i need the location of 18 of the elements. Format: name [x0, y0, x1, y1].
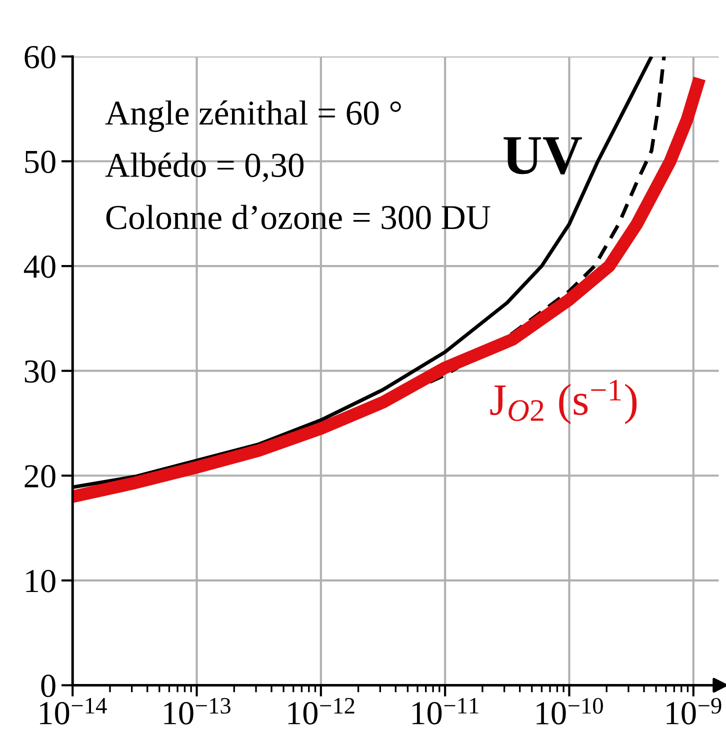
x-tick-label: 10$^{−11}$: [412, 698, 478, 724]
x-tick-label: 10$^{−13}$: [164, 698, 230, 724]
annotation: Albédo = 0,30: [105, 152, 304, 182]
x-tick-label: 10$^{−12}$: [288, 698, 354, 724]
x-tick-label: 10$^{−14}$: [40, 698, 107, 724]
x-tick-label: 10$^{−10}$: [536, 698, 603, 725]
y-tick-label: 0: [41, 674, 56, 698]
annotation: Angle zénithal = 60 °: [105, 100, 401, 132]
y-tick-label: 20: [24, 465, 56, 488]
series-label: UV: [504, 137, 582, 174]
y-tick-label: 30: [24, 360, 56, 383]
y-tick-label: 40: [24, 255, 56, 278]
y-tick-label: 60: [24, 46, 56, 68]
y-tick-label: 10: [26, 570, 56, 592]
x-tick-label: 10$^{−9}$: [666, 698, 722, 724]
y-tick-label: 50: [25, 150, 56, 174]
series-label: J$_{O2}$ (s$^{−1}$): [490, 380, 637, 424]
annotation: Colonne d’ozone = 300 DU: [106, 204, 490, 230]
